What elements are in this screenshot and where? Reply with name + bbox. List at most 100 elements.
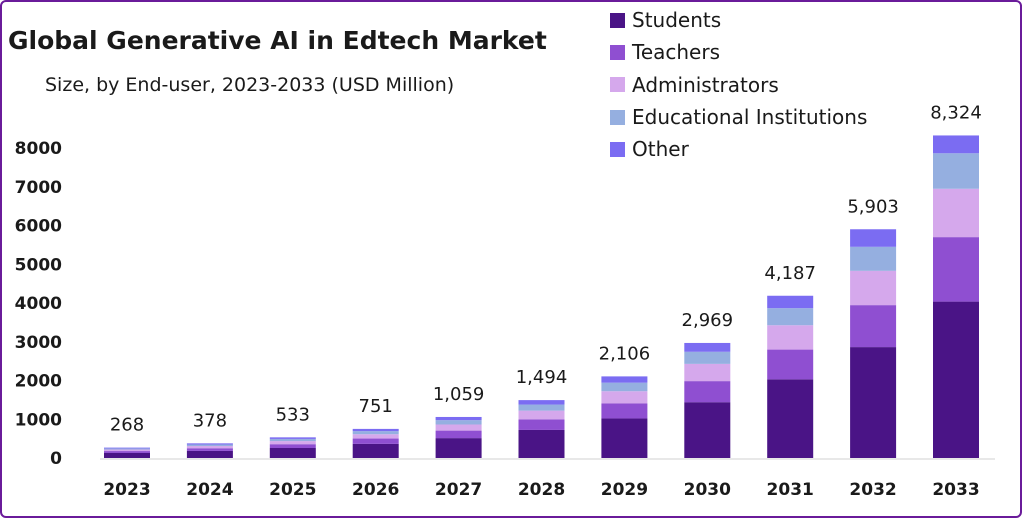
bar-segment-other bbox=[435, 416, 482, 421]
bar-segment-administrators bbox=[352, 434, 399, 439]
x-tick-label: 2026 bbox=[352, 480, 399, 500]
y-tick-label: 2000 bbox=[15, 372, 62, 392]
bar-total-label: 268 bbox=[110, 415, 144, 436]
bar-total-label: 533 bbox=[276, 404, 310, 425]
legend-swatch-administrators bbox=[610, 77, 625, 93]
bar-segment-students bbox=[684, 402, 731, 458]
y-tick-label: 1000 bbox=[15, 410, 62, 430]
bar-segment-teachers bbox=[767, 349, 814, 380]
bar-segment-students bbox=[104, 452, 150, 458]
legend-item-administrators: Administrators bbox=[610, 69, 867, 101]
bar-segment-educational-institutions bbox=[933, 153, 979, 189]
bar-segment-other bbox=[684, 342, 731, 352]
bar-segment-administrators bbox=[186, 446, 233, 449]
y-tick-label: 5000 bbox=[15, 255, 62, 275]
bar-total-label: 1,494 bbox=[516, 367, 568, 388]
bar-total-label: 2,969 bbox=[682, 310, 734, 331]
bar-segment-students bbox=[352, 443, 399, 458]
bar-segment-educational-institutions bbox=[435, 420, 482, 425]
x-tick-label: 2031 bbox=[767, 480, 814, 500]
chart-title: Global Generative AI in Edtech Market bbox=[8, 26, 547, 55]
bar-segment-educational-institutions bbox=[186, 444, 233, 447]
bar-segment-administrators bbox=[850, 270, 897, 306]
bar-segment-administrators bbox=[518, 410, 565, 420]
bar-segment-educational-institutions bbox=[518, 404, 565, 411]
bar-segment-educational-institutions bbox=[104, 448, 150, 450]
bar-segment-other bbox=[269, 437, 316, 439]
bar-segment-teachers bbox=[684, 381, 731, 403]
bar-segment-other bbox=[186, 443, 233, 445]
bar-segment-teachers bbox=[850, 305, 897, 348]
bar-segment-students bbox=[767, 379, 814, 458]
legend-label-educational-institutions: Educational Institutions bbox=[632, 105, 868, 130]
legend-swatch-educational-institutions bbox=[610, 109, 625, 125]
legend-item-educational-institutions: Educational Institutions bbox=[610, 101, 867, 133]
bar-total-label: 4,187 bbox=[764, 263, 816, 284]
bar-segment-other bbox=[352, 428, 399, 432]
x-tick-label: 2028 bbox=[518, 480, 565, 500]
bar-segment-administrators bbox=[767, 325, 814, 350]
bar-segment-other bbox=[850, 229, 897, 247]
bar-total-label: 8,324 bbox=[930, 102, 982, 123]
bar-segment-teachers bbox=[186, 448, 233, 451]
bar-segment-students bbox=[186, 450, 233, 458]
bar-segment-students bbox=[269, 448, 316, 458]
bar-segment-teachers bbox=[104, 451, 150, 453]
bar-segment-other bbox=[518, 400, 565, 405]
legend-swatch-students bbox=[610, 12, 625, 28]
bar-segment-educational-institutions bbox=[601, 382, 648, 392]
bar-segment-other bbox=[933, 135, 979, 154]
x-tick-label: 2030 bbox=[684, 480, 731, 500]
legend-item-students: Students bbox=[610, 4, 867, 36]
y-tick-label: 3000 bbox=[15, 333, 62, 353]
legend-swatch-other bbox=[610, 141, 625, 157]
legend-label-administrators: Administrators bbox=[632, 72, 779, 97]
legend-label-students: Students bbox=[632, 8, 722, 33]
legend-item-other: Other bbox=[610, 133, 867, 165]
y-tick-label: 0 bbox=[50, 449, 62, 469]
x-tick-label: 2032 bbox=[849, 480, 896, 500]
bar-segment-teachers bbox=[518, 419, 565, 430]
bar-segment-other bbox=[767, 295, 814, 309]
bar-segment-administrators bbox=[269, 441, 316, 445]
bar-total-label: 378 bbox=[193, 410, 227, 431]
legend-label-teachers: Teachers bbox=[632, 40, 720, 65]
bar-total-label: 1,059 bbox=[433, 384, 485, 405]
bar-segment-administrators bbox=[104, 449, 150, 452]
x-tick-label: 2027 bbox=[435, 480, 482, 500]
bar-segment-teachers bbox=[269, 444, 316, 449]
y-tick-label: 4000 bbox=[15, 294, 62, 314]
legend-item-teachers: Teachers bbox=[610, 36, 867, 68]
y-tick-label: 7000 bbox=[15, 178, 62, 198]
chart-subtitle: Size, by End-user, 2023-2033 (USD Millio… bbox=[45, 74, 455, 96]
bar-segment-administrators bbox=[601, 391, 648, 404]
x-tick-label: 2033 bbox=[932, 480, 979, 500]
bar-segment-teachers bbox=[352, 438, 399, 444]
bar-segment-educational-institutions bbox=[352, 431, 399, 435]
y-tick-label: 8000 bbox=[15, 139, 62, 159]
bar-segment-educational-institutions bbox=[850, 246, 897, 271]
bar-segment-students bbox=[518, 429, 565, 458]
bar-segment-administrators bbox=[435, 424, 482, 431]
bar-total-label: 2,106 bbox=[599, 343, 651, 364]
bar-segment-students bbox=[933, 301, 979, 458]
bar-segment-students bbox=[850, 347, 897, 458]
bar-segment-teachers bbox=[601, 403, 648, 419]
bar-segment-educational-institutions bbox=[684, 351, 731, 364]
x-tick-label: 2029 bbox=[601, 480, 648, 500]
bar-segment-educational-institutions bbox=[269, 438, 316, 442]
legend-swatch-teachers bbox=[610, 44, 625, 60]
y-tick-label: 6000 bbox=[15, 217, 62, 237]
bar-segment-other bbox=[601, 376, 648, 383]
bar-segment-administrators bbox=[684, 363, 731, 382]
legend-label-other: Other bbox=[632, 137, 689, 162]
bar-segment-teachers bbox=[435, 430, 482, 439]
bar-total-label: 5,903 bbox=[847, 196, 899, 217]
chart-legend: Students Teachers Administrators Educati… bbox=[610, 4, 867, 165]
bar-segment-administrators bbox=[933, 188, 979, 238]
x-tick-label: 2024 bbox=[186, 480, 233, 500]
bar-total-label: 751 bbox=[359, 396, 393, 417]
bar-segment-students bbox=[601, 418, 648, 458]
bar-segment-other bbox=[104, 447, 150, 449]
